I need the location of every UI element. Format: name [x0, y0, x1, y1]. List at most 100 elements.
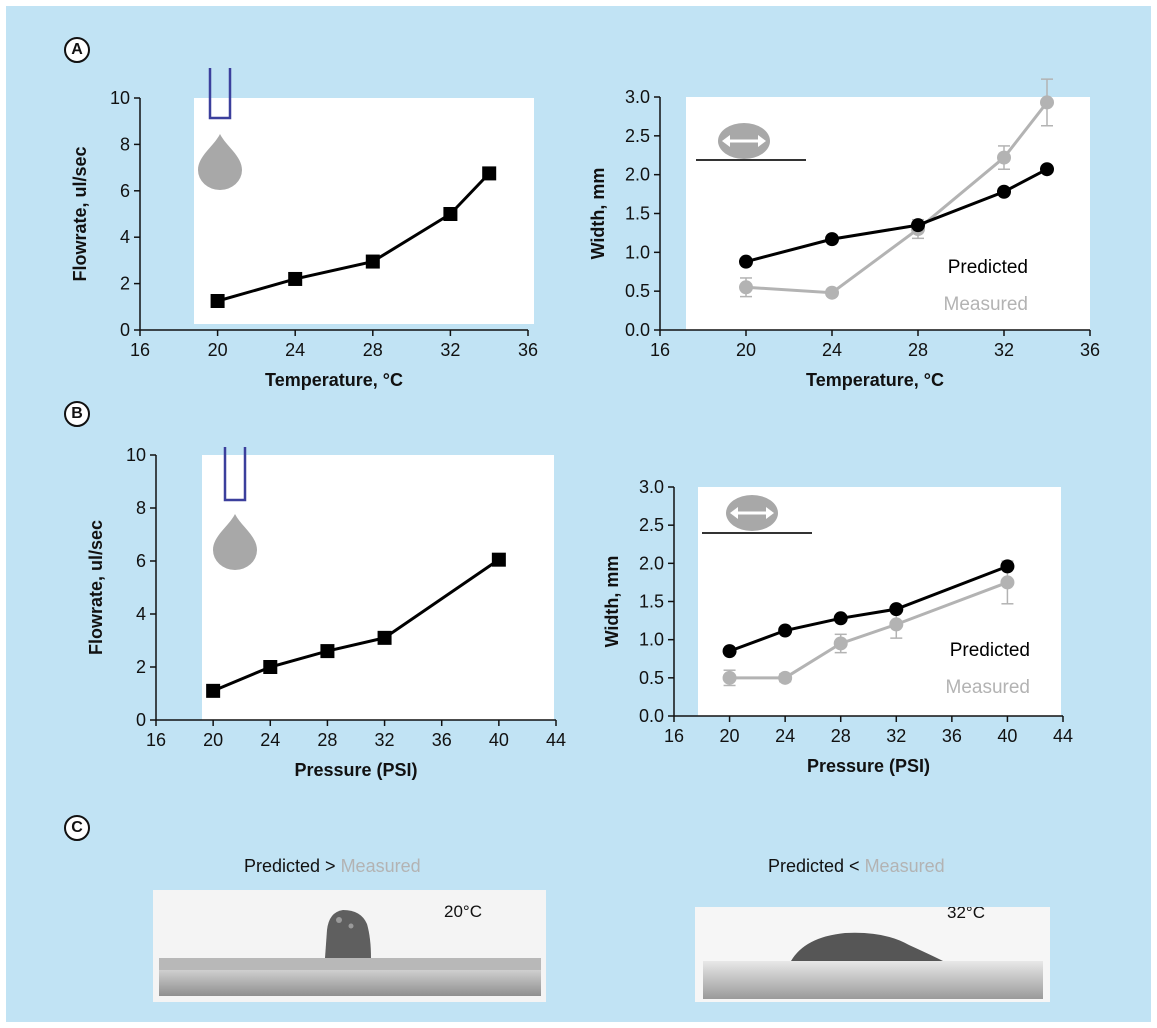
- y-tick-label: 0.5: [639, 668, 664, 688]
- operator-text: <: [844, 856, 865, 876]
- data-point-circle: [739, 280, 753, 295]
- y-axis-title: Width, mm: [588, 168, 608, 260]
- y-tick-label: 6: [136, 551, 146, 571]
- x-tick-label: 36: [518, 340, 538, 360]
- droplet-width-icon: [702, 495, 812, 534]
- x-tick-label: 28: [908, 340, 928, 360]
- panel-c-right-title: Predicted < Measured: [768, 856, 945, 877]
- data-point-square: [443, 207, 458, 221]
- data-point-circle: [889, 617, 904, 632]
- data-point-square: [210, 294, 225, 308]
- measured-text: Measured: [864, 856, 945, 876]
- x-axis-title: Pressure (PSI): [294, 760, 417, 780]
- y-axis-title: Flowrate, ul/sec: [86, 520, 106, 655]
- data-point-circle: [739, 254, 753, 269]
- panel-label-a: A: [64, 37, 90, 63]
- y-tick-label: 10: [126, 445, 146, 465]
- figure-panel: A B C 16 20 24 28 32 36 0 2 4 6 8 10 Temperature, °C…: [6, 6, 1151, 1022]
- data-point-circle: [1040, 95, 1054, 110]
- x-tick-label: 36: [1080, 340, 1100, 360]
- data-series: [206, 552, 506, 698]
- x-axis-title: Temperature, °C: [265, 370, 403, 390]
- data-point-circle: [833, 636, 848, 651]
- y-tick-label: 1.0: [639, 630, 664, 650]
- data-point-circle: [889, 602, 904, 617]
- droplet-photo-20c-image: [153, 890, 546, 1002]
- data-point-circle: [997, 150, 1011, 165]
- droplet-width-icon: [696, 123, 806, 161]
- x-tick-label: 40: [997, 726, 1017, 746]
- data-point-square: [377, 630, 392, 645]
- y-tick-label: 0.0: [639, 706, 664, 726]
- x-tick-label: 28: [831, 726, 851, 746]
- droplet-shape: [213, 514, 257, 570]
- predicted-series: [722, 559, 1015, 659]
- y-axis-title: Width, mm: [602, 556, 622, 648]
- data-point-circle: [825, 232, 839, 247]
- y-tick-label: 0.5: [625, 281, 650, 301]
- x-tick-label: 16: [130, 340, 150, 360]
- y-tick-label: 2.5: [625, 126, 650, 146]
- data-point-square: [288, 271, 303, 286]
- panel-label-c: C: [64, 815, 90, 841]
- y-tick-label: 2: [136, 657, 146, 677]
- y-tick-label: 2.0: [639, 553, 664, 573]
- legend-measured: Measured: [946, 677, 1031, 698]
- data-point-circle: [1000, 559, 1015, 574]
- x-axis-title: Temperature, °C: [806, 370, 944, 390]
- photo-temperature-label: 32°C: [947, 907, 985, 922]
- data-point-circle: [722, 644, 737, 659]
- y-tick-label: 0.0: [625, 320, 650, 340]
- nozzle-droplet-icon: [198, 68, 242, 190]
- x-tick-label: 36: [432, 730, 452, 750]
- data-series: [210, 166, 497, 308]
- width-vs-temperature-chart: 16 20 24 28 32 36 0.0 0.5 1.0 1.5 2.0 2.5 3.0 Tempera…: [588, 78, 1100, 390]
- x-axis-title: Pressure (PSI): [807, 756, 930, 776]
- predicted-text: Predicted: [244, 856, 321, 876]
- data-point-square: [482, 166, 497, 181]
- legend-predicted: Predicted: [948, 257, 1028, 278]
- y-axis-title: Flowrate, ul/sec: [70, 146, 90, 281]
- data-point-square: [206, 683, 221, 698]
- x-tick-label: 24: [260, 730, 280, 750]
- y-tick-label: 0: [136, 710, 146, 730]
- data-point-circle: [778, 670, 793, 685]
- nozzle-tube: [223, 447, 247, 502]
- data-point-square: [365, 254, 380, 269]
- data-point-circle: [911, 218, 925, 233]
- x-tick-label: 16: [664, 726, 684, 746]
- arrow-head-left: [730, 507, 738, 519]
- x-tick-label: 32: [886, 726, 906, 746]
- data-point-square: [263, 660, 278, 674]
- data-point-square: [491, 552, 506, 567]
- x-tick-label: 16: [650, 340, 670, 360]
- arrow-head-right: [758, 135, 766, 147]
- plot-area: [202, 455, 554, 720]
- x-tick-label: 28: [363, 340, 383, 360]
- x-tick-label: 24: [285, 340, 305, 360]
- x-tick-label: 20: [203, 730, 223, 750]
- nozzle-droplet-icon: [213, 447, 257, 570]
- width-vs-pressure-chart: 16 20 24 28 32 36 40 44 0.0 0.5 1.0 1.5 2.0 2.5 3.0 Pre…: [602, 477, 1073, 776]
- arrow-head-left: [722, 135, 730, 147]
- measured-text: Measured: [340, 856, 421, 876]
- x-tick-label: 44: [1053, 726, 1073, 746]
- panel-label-b: B: [64, 401, 90, 427]
- x-tick-label: 24: [822, 340, 842, 360]
- x-tick-label: 20: [208, 340, 228, 360]
- legend-measured: Measured: [944, 294, 1029, 315]
- photo-temperature-label: 20°C: [444, 902, 482, 921]
- y-tick-label: 10: [110, 88, 130, 108]
- y-tick-label: 2.0: [625, 165, 650, 185]
- x-tick-label: 32: [440, 340, 460, 360]
- predicted-series: [739, 162, 1054, 269]
- x-tick-label: 44: [546, 730, 566, 750]
- y-tick-label: 6: [120, 181, 130, 201]
- x-tick-label: 36: [942, 726, 962, 746]
- data-point-square: [320, 644, 335, 659]
- legend-predicted: Predicted: [950, 640, 1030, 661]
- droplet-photo-32c-image: [695, 907, 1050, 1002]
- droplet-shape: [198, 134, 242, 190]
